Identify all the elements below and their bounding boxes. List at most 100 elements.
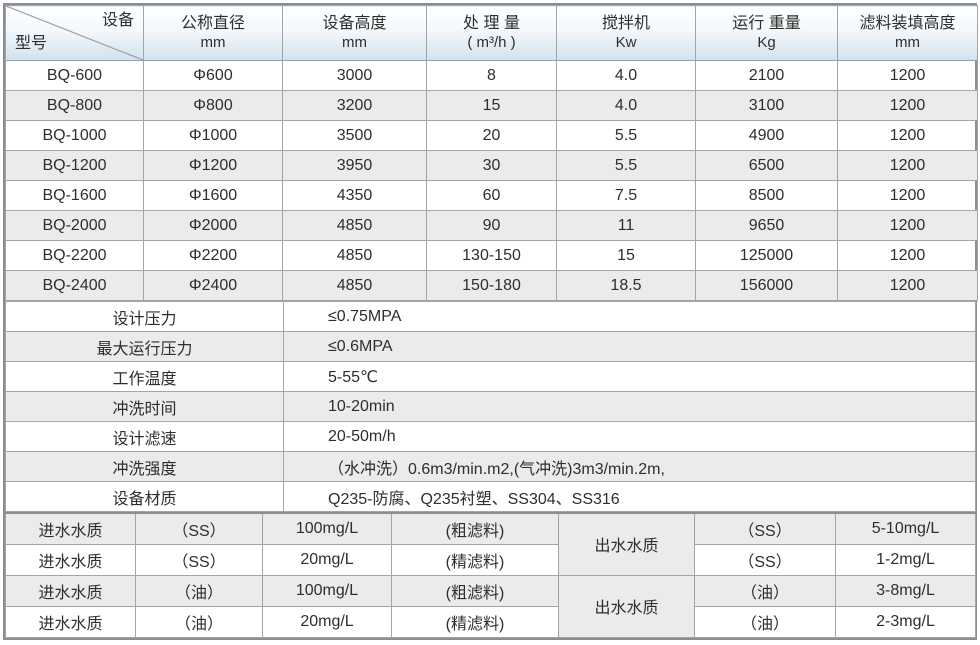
inlet-value-cell: 20mg/L — [262, 605, 392, 638]
capacity-cell: 60 — [426, 180, 557, 211]
header-row: 设备 型号 公称直径 mm 设备高度 mm 处 理 量 ( m³/h ) — [5, 5, 978, 61]
spec-value-cell: ≤0.75MPA — [283, 301, 976, 332]
capacity-cell: 15 — [426, 90, 557, 121]
col-header-capacity: 处 理 量 ( m³/h ) — [426, 5, 557, 61]
model-row: BQ-2000 Φ2000 4850 90 11 9650 1200 — [5, 210, 978, 241]
media-height-cell: 1200 — [837, 210, 978, 241]
outlet-param-cell: （SS） — [694, 543, 836, 576]
height-cell: 4350 — [282, 180, 427, 211]
capacity-cell: 30 — [426, 150, 557, 181]
col-header-height: 设备高度 mm — [282, 5, 427, 61]
diagonal-label-device: 设备 — [101, 12, 134, 29]
weight-cell: 6500 — [695, 150, 838, 181]
outlet-value-cell: 3-8mg/L — [835, 574, 976, 607]
diagonal-label-model: 型号 — [15, 35, 48, 52]
model-cell: BQ-2000 — [5, 210, 144, 241]
mixer-cell: 18.5 — [556, 270, 696, 301]
spec-label-cell: 设备材质 — [5, 481, 284, 512]
height-cell: 3950 — [282, 150, 427, 181]
spec-row: 冲洗强度 （水冲洗）0.6m3/min.m2,(气冲洗)3m3/min.2m, — [5, 451, 976, 482]
media-height-cell: 1200 — [837, 150, 978, 181]
water-quality-table: 进水水质 （SS） 100mg/L (粗滤料) 出水水质 （SS） 5-10mg… — [5, 512, 976, 638]
height-cell: 3500 — [282, 120, 427, 151]
media-type-cell: (粗滤料) — [391, 574, 559, 607]
capacity-cell: 90 — [426, 210, 557, 241]
inlet-param-cell: （油） — [135, 574, 263, 607]
spec-row: 工作温度 5-55℃ — [5, 361, 976, 392]
spec-label-cell: 设计压力 — [5, 301, 284, 332]
inlet-value-cell: 100mg/L — [262, 512, 392, 545]
spec-value-cell: 5-55℃ — [283, 361, 976, 392]
capacity-cell: 8 — [426, 60, 557, 91]
outlet-value-cell: 5-10mg/L — [835, 512, 976, 545]
outlet-value-cell: 2-3mg/L — [835, 605, 976, 638]
water-quality-row: 进水水质 （SS） 20mg/L (精滤料) （SS） 1-2mg/L — [5, 543, 976, 576]
diameter-cell: Φ800 — [143, 90, 283, 121]
media-height-cell: 1200 — [837, 240, 978, 271]
diameter-cell: Φ2200 — [143, 240, 283, 271]
diameter-cell: Φ1000 — [143, 120, 283, 151]
spec-value-cell: （水冲洗）0.6m3/min.m2,(气冲洗)3m3/min.2m, — [283, 451, 976, 482]
spec-label-cell: 工作温度 — [5, 361, 284, 392]
mixer-cell: 7.5 — [556, 180, 696, 211]
water-quality-row: 进水水质 （油） 20mg/L (精滤料) （油） 2-3mg/L — [5, 605, 976, 638]
media-type-cell: (精滤料) — [391, 605, 559, 638]
weight-cell: 156000 — [695, 270, 838, 301]
spec-row: 冲洗时间 10-20min — [5, 391, 976, 422]
diameter-cell: Φ1200 — [143, 150, 283, 181]
weight-cell: 8500 — [695, 180, 838, 211]
model-row: BQ-600 Φ600 3000 8 4.0 2100 1200 — [5, 60, 978, 91]
model-cell: BQ-1000 — [5, 120, 144, 151]
weight-cell: 9650 — [695, 210, 838, 241]
model-spec-table: 设备 型号 公称直径 mm 设备高度 mm 处 理 量 ( m³/h ) — [5, 5, 978, 301]
spec-label-cell: 最大运行压力 — [5, 331, 284, 362]
mixer-cell: 5.5 — [556, 150, 696, 181]
spec-row: 设计滤速 20-50m/h — [5, 421, 976, 452]
model-row: BQ-2400 Φ2400 4850 150-180 18.5 156000 1… — [5, 270, 978, 301]
col-header-weight: 运行 重量 Kg — [695, 5, 838, 61]
outlet-label-cell: 出水水质 — [558, 512, 695, 576]
mixer-cell: 11 — [556, 210, 696, 241]
inlet-label-cell: 进水水质 — [5, 543, 136, 576]
weight-cell: 3100 — [695, 90, 838, 121]
height-cell: 3000 — [282, 60, 427, 91]
inlet-param-cell: （SS） — [135, 512, 263, 545]
spec-value-cell: ≤0.6MPA — [283, 331, 976, 362]
col-header-mixer: 搅拌机 Kw — [556, 5, 696, 61]
model-row: BQ-1000 Φ1000 3500 20 5.5 4900 1200 — [5, 120, 978, 151]
model-cell: BQ-1600 — [5, 180, 144, 211]
spec-label-cell: 冲洗强度 — [5, 451, 284, 482]
height-cell: 4850 — [282, 210, 427, 241]
model-row: BQ-800 Φ800 3200 15 4.0 3100 1200 — [5, 90, 978, 121]
model-row: BQ-1600 Φ1600 4350 60 7.5 8500 1200 — [5, 180, 978, 211]
mixer-cell: 4.0 — [556, 90, 696, 121]
col-header-diameter: 公称直径 mm — [143, 5, 283, 61]
inlet-value-cell: 20mg/L — [262, 543, 392, 576]
col-header-media-height: 滤料装填高度 mm — [837, 5, 978, 61]
height-cell: 3200 — [282, 90, 427, 121]
model-cell: BQ-1200 — [5, 150, 144, 181]
inlet-value-cell: 100mg/L — [262, 574, 392, 607]
mixer-cell: 15 — [556, 240, 696, 271]
outlet-param-cell: （油） — [694, 574, 836, 607]
water-quality-row: 进水水质 （SS） 100mg/L (粗滤料) 出水水质 （SS） 5-10mg… — [5, 512, 976, 576]
diameter-cell: Φ2000 — [143, 210, 283, 241]
media-type-cell: (精滤料) — [391, 543, 559, 576]
general-spec-table: 设计压力 ≤0.75MPA 最大运行压力 ≤0.6MPA 工作温度 5-55℃ … — [5, 301, 976, 512]
diagonal-line — [6, 6, 143, 60]
outlet-value-cell: 1-2mg/L — [835, 543, 976, 576]
media-type-cell: (粗滤料) — [391, 512, 559, 545]
inlet-label-cell: 进水水质 — [5, 605, 136, 638]
media-height-cell: 1200 — [837, 120, 978, 151]
spec-value-cell: 10-20min — [283, 391, 976, 422]
inlet-param-cell: （SS） — [135, 543, 263, 576]
spec-value-cell: Q235-防腐、Q235衬塑、SS304、SS316 — [283, 481, 976, 512]
media-height-cell: 1200 — [837, 90, 978, 121]
media-height-cell: 1200 — [837, 180, 978, 211]
capacity-cell: 130-150 — [426, 240, 557, 271]
weight-cell: 4900 — [695, 120, 838, 151]
weight-cell: 2100 — [695, 60, 838, 91]
spec-value-cell: 20-50m/h — [283, 421, 976, 452]
model-cell: BQ-800 — [5, 90, 144, 121]
